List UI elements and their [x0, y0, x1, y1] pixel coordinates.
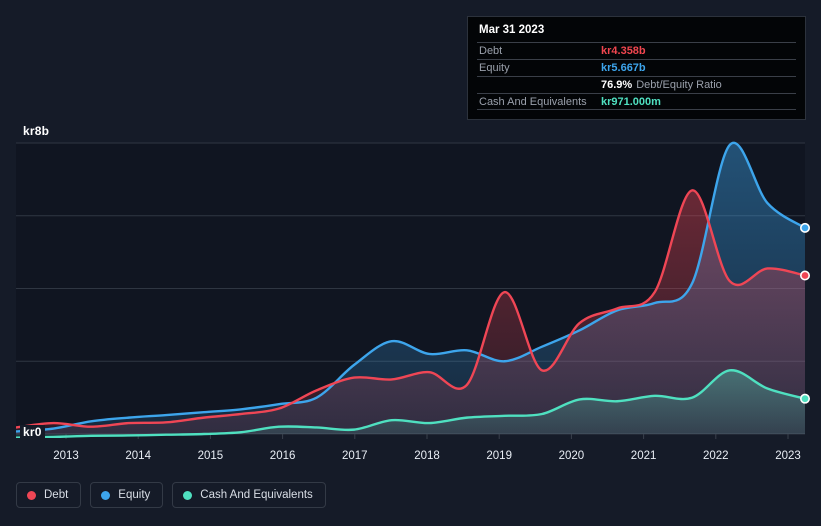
legend-label: Cash And Equivalents: [200, 489, 313, 501]
y-axis-label-top: kr8b: [20, 124, 53, 138]
x-axis-tick-2013: 2013: [53, 450, 79, 462]
x-axis-tick-2021: 2021: [630, 450, 657, 462]
tooltip-label-debt: Debt: [479, 45, 503, 57]
legend-label: Debt: [44, 489, 69, 501]
legend-dot-icon: [27, 490, 36, 500]
area-debt: [16, 190, 805, 434]
area-cash-and-equivalents: [16, 370, 805, 438]
tooltip-value-ratio: 76.9%: [601, 79, 633, 91]
line-cash-and-equivalents: [16, 369, 805, 438]
x-axis-tick-2014: 2014: [125, 450, 151, 462]
endpoint-marker-equity: [799, 222, 810, 233]
tooltip-label-equity: Equity: [479, 62, 510, 74]
tooltip-row-cash: Cash And Equivalents kr971.000m: [477, 93, 796, 110]
chart-lines: [16, 141, 805, 438]
chart-endpoint-markers: [799, 222, 810, 404]
x-axis-tick-2020: 2020: [558, 450, 585, 462]
x-axis-tick-2017: 2017: [342, 450, 368, 462]
tooltip-label-cash: Cash And Equivalents: [479, 95, 587, 108]
tooltip-value-cash: kr971.000m: [601, 95, 661, 108]
endpoint-marker-debt: [799, 270, 810, 281]
tooltip-row-equity: Equity kr5.667b: [477, 59, 796, 76]
tooltip-value-debt: kr4.358b: [601, 45, 646, 57]
x-axis-tick-2015: 2015: [197, 450, 224, 462]
tooltip-date: Mar 31 2023: [479, 24, 545, 36]
tooltip-row-ratio: 76.9% Debt/Equity Ratio: [477, 76, 796, 93]
chart-container: kr8b kr0 2013 2014 2015 2016 2017 2018 2019 202…: [16, 124, 810, 462]
x-axis-tick-2022: 2022: [703, 450, 729, 462]
tooltip-value-equity: kr5.667b: [601, 62, 646, 74]
chart-areas: [16, 142, 805, 438]
legend-item-cash-and-equivalents[interactable]: Cash And Equivalents: [172, 482, 326, 508]
legend-dot-icon: [183, 490, 193, 500]
line-debt: [16, 189, 805, 429]
y-axis-label-bottom: kr0: [20, 425, 45, 439]
x-axis-tick-2019: 2019: [486, 450, 512, 462]
legend-item-equity[interactable]: Equity: [90, 482, 164, 508]
x-axis-tick-2018: 2018: [414, 450, 440, 462]
chart-legend: Debt Equity Cash And Equivalents: [16, 482, 326, 508]
x-axis-tick-2016: 2016: [269, 450, 296, 462]
endpoint-marker-cash-and-equivalents: [799, 393, 810, 404]
x-axis-tick-2023: 2023: [775, 450, 801, 462]
line-equity: [16, 141, 805, 433]
tooltip-label-ratio: Debt/Equity Ratio: [636, 79, 722, 91]
legend-item-debt[interactable]: Debt: [16, 482, 82, 508]
legend-dot-icon: [101, 490, 111, 500]
chart-plot: [16, 141, 810, 439]
legend-label: Equity: [118, 489, 151, 501]
chart-tooltip: Mar 31 2023 Debt kr4.358b Equity kr5.667…: [467, 16, 806, 120]
tooltip-row-debt: Debt kr4.358b: [477, 42, 796, 59]
